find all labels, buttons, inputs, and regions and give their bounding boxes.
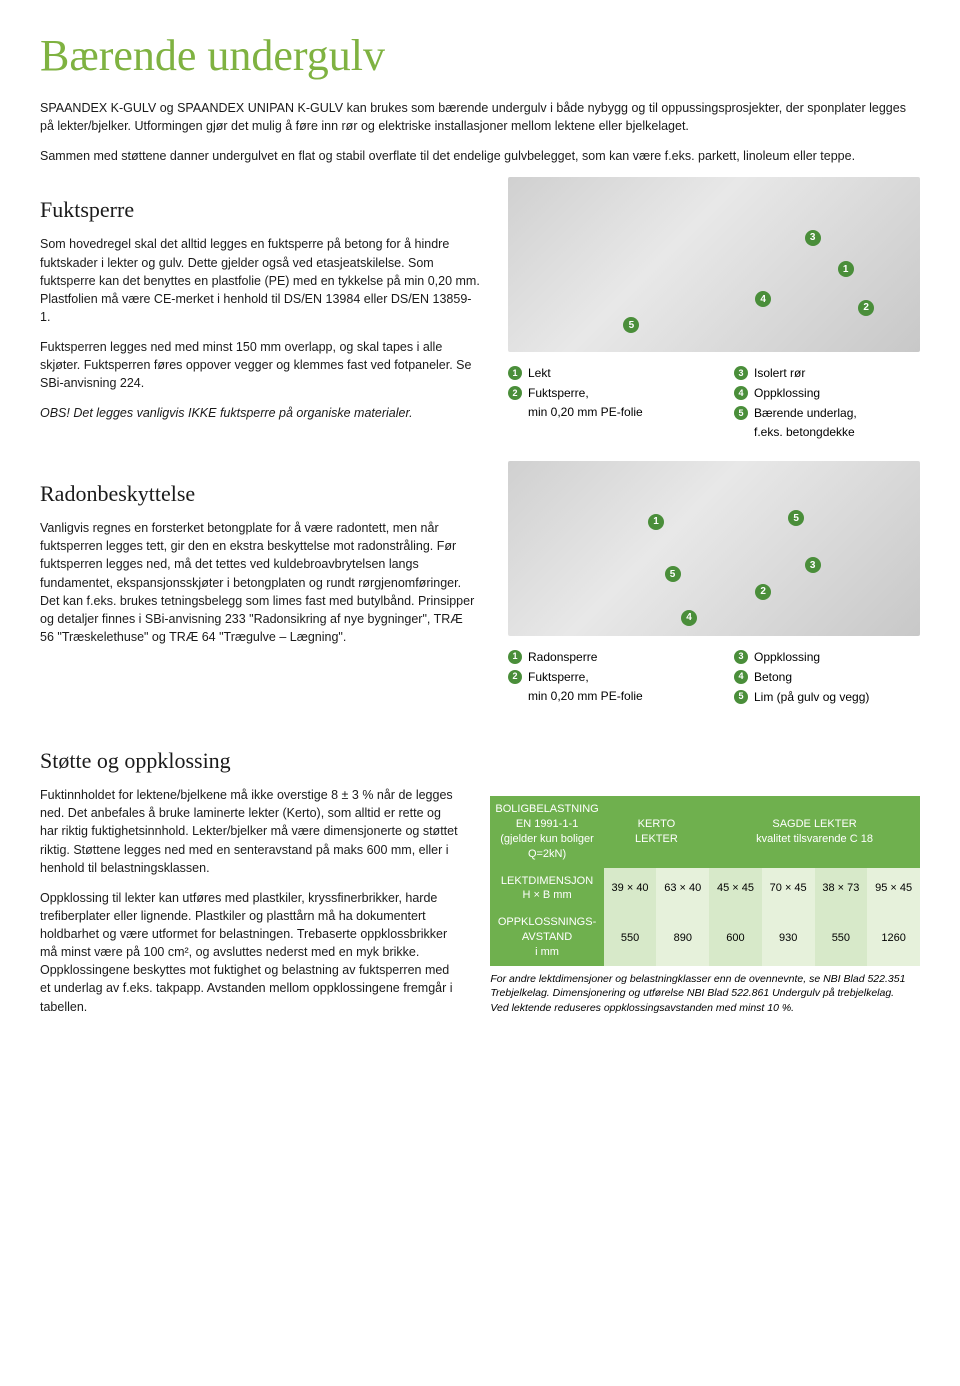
legend-bullet: 4 [734,386,748,400]
fuktsperre-paragraph: Fuktsperren legges ned med minst 150 mm … [40,338,480,392]
intro-paragraph: SPAANDEX K-GULV og SPAANDEX UNIPAN K-GUL… [40,99,920,135]
legend-item: 1 Lekt [508,364,694,382]
table-cell: 63 × 40 [656,868,709,910]
legend-sublabel: min 0,20 mm PE-folie [528,688,694,705]
legend-bullet: 1 [508,366,522,380]
figure-callout: 3 [805,557,821,573]
page-title: Bærende undergulv [40,30,920,81]
table-cell: 70 × 45 [762,868,815,910]
legend-label: Radonsperre [528,648,597,666]
stotte-heading: Støtte og oppklossing [40,748,920,774]
legend-item: 2 Fuktsperre, [508,668,694,686]
table-cell: 550 [604,909,657,966]
legend-bullet: 5 [734,406,748,420]
legend-item: 2 Fuktsperre, [508,384,694,402]
intro-block: SPAANDEX K-GULV og SPAANDEX UNIPAN K-GUL… [40,99,920,165]
table-cell: 95 × 45 [867,868,920,910]
legend-item: 3 Oppklossing [734,648,920,666]
radon-paragraph: Vanligvis regnes en forsterket betongpla… [40,519,480,646]
figure-callout: 1 [648,514,664,530]
table-note: For andre lektdimensjoner og belastningk… [490,972,920,1016]
table-cell: 1260 [867,909,920,966]
legend-bullet: 1 [508,650,522,664]
table-cell: 930 [762,909,815,966]
fuktsperre-heading: Fuktsperre [40,197,480,223]
table-cell: 38 × 73 [815,868,868,910]
radon-heading: Radonbeskyttelse [40,481,480,507]
table-row-lekt-label: LEKTDIMENSJON H × B mm [490,868,603,910]
table-cell: 890 [656,909,709,966]
legend-sublabel: f.eks. betongdekke [754,424,920,441]
legend-label: Betong [754,668,792,686]
legend-item: 3 Isolert rør [734,364,920,382]
figure-callout: 2 [858,300,874,316]
table-row-opp-label: OPPKLOSSNINGS- AVSTAND i mm [490,909,603,966]
legend-label: Fuktsperre, [528,384,589,402]
figure-callout: 2 [755,584,771,600]
figure-callout: 4 [755,291,771,307]
table-cell: 45 × 45 [709,868,762,910]
figure-callout: 5 [665,566,681,582]
figure-callout: 5 [788,510,804,526]
fuktsperre-paragraph: Som hovedregel skal det alltid legges en… [40,235,480,326]
radon-legend: 1 Radonsperre 2 Fuktsperre, min 0,20 mm PE-f… [508,648,920,708]
fuktsperre-legend: 1 Lekt 2 Fuktsperre, min 0,20 mm PE-folie 3I… [508,364,920,441]
legend-bullet: 2 [508,670,522,684]
legend-label: Bærende underlag, [754,404,857,422]
legend-item: 5 Lim (på gulv og vegg) [734,688,920,706]
legend-bullet: 2 [508,386,522,400]
fuktsperre-figure: 1 2 3 4 5 [508,177,920,352]
legend-label: Fuktsperre, [528,668,589,686]
legend-label: Lim (på gulv og vegg) [754,688,869,706]
figure-callout: 4 [681,610,697,626]
table-header-kerto: KERTO LEKTER [604,796,709,867]
stotte-paragraph: Oppklossing til lekter kan utføres med p… [40,889,462,1016]
legend-item: 5 Bærende underlag, [734,404,920,422]
legend-item: 1 Radonsperre [508,648,694,666]
table-header-sagde: SAGDE LEKTER kvalitet tilsvarende C 18 [709,796,920,867]
legend-label: Oppklossing [754,384,820,402]
fuktsperre-obs: OBS! Det legges vanligvis IKKE fuktsperr… [40,404,480,422]
legend-label: Lekt [528,364,551,382]
figure-callout: 1 [838,261,854,277]
table-header-bolig: BOLIGBELASTNING EN 1991-1-1 (gjelder kun… [490,796,603,867]
stotte-paragraph: Fuktinnholdet for lektene/bjelkene må ik… [40,786,462,877]
legend-bullet: 3 [734,650,748,664]
legend-label: Isolert rør [754,364,805,382]
table-cell: 39 × 40 [604,868,657,910]
dimension-table: BOLIGBELASTNING EN 1991-1-1 (gjelder kun… [490,796,920,1016]
table-cell: 550 [815,909,868,966]
legend-label: Oppklossing [754,648,820,666]
figure-callout: 3 [805,230,821,246]
radon-figure: 1 2 3 4 5 5 [508,461,920,636]
legend-sublabel: min 0,20 mm PE-folie [528,404,694,421]
legend-item: 4 Oppklossing [734,384,920,402]
legend-bullet: 4 [734,670,748,684]
legend-bullet: 3 [734,366,748,380]
legend-item: 4 Betong [734,668,920,686]
figure-callout: 5 [623,317,639,333]
intro-paragraph: Sammen med støttene danner undergulvet e… [40,147,920,165]
table-cell: 600 [709,909,762,966]
legend-bullet: 5 [734,690,748,704]
